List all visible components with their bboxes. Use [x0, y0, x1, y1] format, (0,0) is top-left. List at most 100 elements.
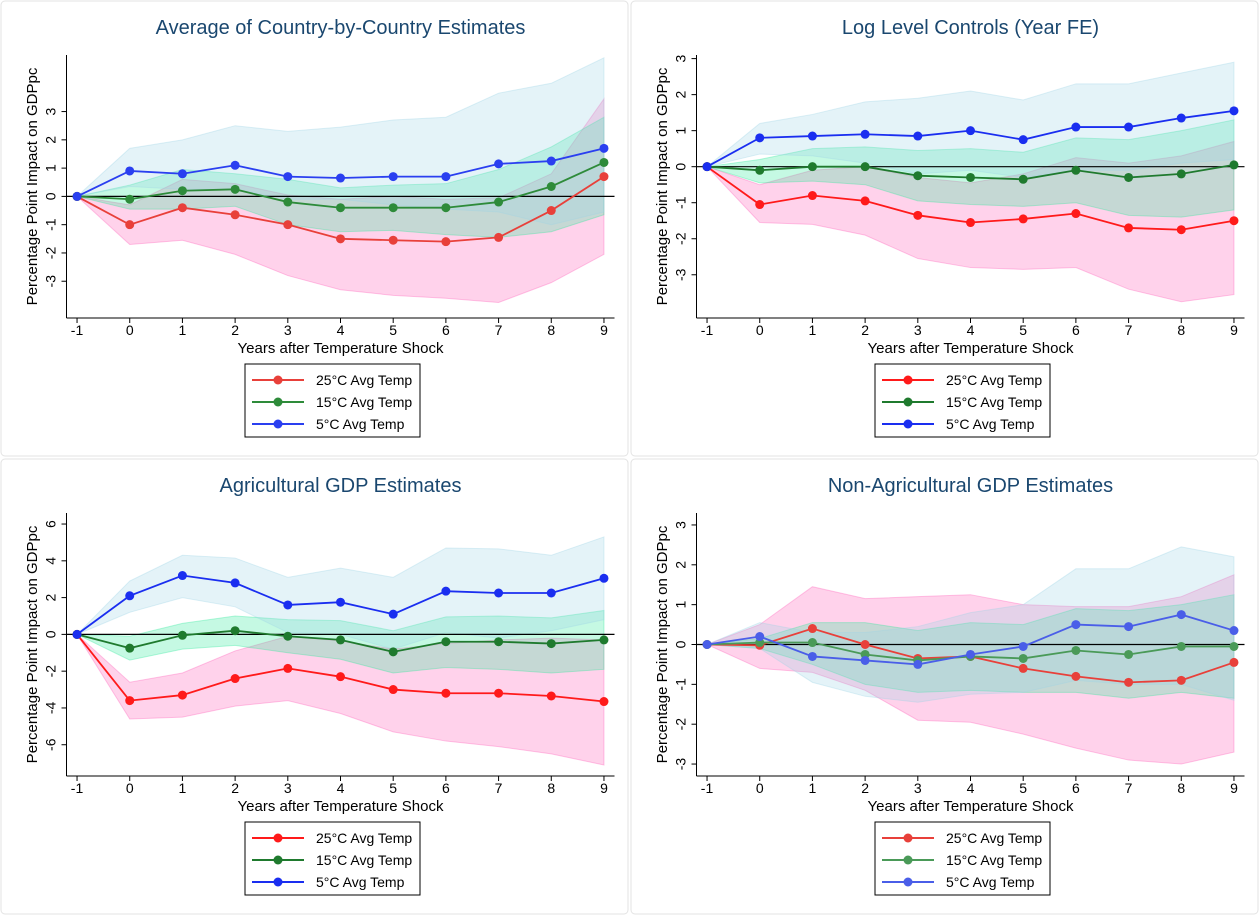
data-point	[494, 159, 504, 169]
x-tick-label: 5	[389, 322, 397, 338]
x-axis-label: Years after Temperature Shock	[238, 340, 444, 357]
data-point	[1124, 122, 1134, 132]
chart-title: Non-Agricultural GDP Estimates	[828, 475, 1113, 497]
legend-marker	[903, 397, 913, 407]
chart-title: Agricultural GDP Estimates	[220, 475, 462, 497]
data-point	[1176, 169, 1186, 179]
data-point	[1229, 160, 1239, 170]
data-point	[807, 191, 817, 201]
data-point	[336, 635, 345, 645]
data-point	[388, 647, 398, 657]
data-point	[1071, 620, 1081, 630]
legend-label: 15°C Avg Temp	[946, 394, 1042, 410]
data-point	[807, 131, 817, 141]
y-tick-label: 1	[673, 601, 689, 609]
x-tick-label: 4	[967, 780, 975, 796]
data-point	[283, 197, 293, 207]
data-point	[1124, 677, 1134, 687]
legend-marker	[273, 877, 283, 887]
x-tick-label: 6	[1072, 322, 1080, 338]
x-tick-label: 8	[547, 322, 555, 338]
data-point	[336, 203, 345, 213]
legend-marker	[273, 833, 283, 843]
x-tick-label: -1	[701, 780, 714, 796]
legend-marker	[273, 397, 283, 407]
data-point	[599, 573, 609, 583]
data-point	[441, 688, 451, 698]
chart-title: Log Level Controls (Year FE)	[842, 17, 1099, 39]
x-tick-label: 8	[1177, 322, 1185, 338]
legend-label: 5°C Avg Temp	[946, 874, 1035, 890]
y-tick-label: -3	[673, 268, 689, 281]
data-point	[230, 674, 240, 684]
data-point	[230, 160, 240, 170]
data-point	[913, 171, 923, 181]
data-point	[177, 186, 187, 196]
data-point	[125, 696, 135, 706]
data-point	[230, 210, 240, 220]
y-tick-label: 4	[43, 557, 59, 565]
data-point	[755, 632, 765, 642]
data-point	[1229, 657, 1239, 667]
x-tick-label: 2	[861, 780, 869, 796]
x-tick-label: 8	[547, 780, 555, 796]
data-point	[388, 203, 398, 213]
data-point	[546, 588, 556, 598]
y-tick-label: -2	[43, 247, 59, 260]
x-axis-label: Years after Temperature Shock	[238, 798, 444, 815]
panel-frame	[0, 458, 629, 915]
x-tick-label: -1	[701, 322, 714, 338]
data-point	[125, 643, 135, 653]
data-point	[546, 206, 556, 216]
data-point	[1018, 174, 1028, 184]
data-point	[860, 640, 870, 649]
data-point	[1071, 122, 1081, 132]
x-tick-label: 1	[809, 780, 817, 796]
data-point	[1071, 165, 1081, 175]
x-tick-label: 9	[600, 780, 608, 796]
x-tick-label: 2	[861, 322, 869, 338]
data-point	[177, 630, 187, 640]
y-tick-label: -1	[673, 678, 689, 691]
y-tick-label: 2	[43, 136, 59, 144]
x-tick-label: 3	[284, 322, 292, 338]
data-point	[1018, 663, 1028, 673]
data-point	[966, 172, 975, 182]
data-point	[599, 697, 609, 707]
data-point	[494, 688, 504, 698]
legend-marker	[903, 375, 913, 385]
data-point	[546, 639, 556, 649]
legend-marker	[903, 855, 913, 865]
y-tick-label: -1	[43, 218, 59, 231]
legend-marker	[903, 419, 913, 429]
legend-marker	[273, 375, 283, 385]
data-point	[1176, 675, 1186, 685]
data-point	[1018, 653, 1028, 663]
chart-panel: Non-Agricultural GDP Estimates -3 -2 -1 0 1 2 3…	[630, 458, 1259, 915]
x-tick-label: -1	[71, 780, 84, 796]
data-point	[860, 129, 870, 139]
legend-label: 25°C Avg Temp	[946, 830, 1042, 846]
data-point	[230, 626, 240, 636]
legend-label: 25°C Avg Temp	[316, 372, 412, 388]
panel-frame	[0, 0, 629, 457]
data-point	[230, 578, 240, 588]
y-tick-label: -6	[43, 738, 59, 751]
data-point	[546, 156, 556, 166]
x-tick-label: 3	[914, 780, 922, 796]
data-point	[1071, 209, 1081, 219]
data-point	[177, 203, 187, 213]
x-tick-label: 1	[809, 322, 817, 338]
x-tick-label: 1	[179, 780, 187, 796]
legend-marker	[273, 855, 283, 865]
x-axis-label: Years after Temperature Shock	[868, 798, 1074, 815]
data-point	[125, 591, 135, 601]
x-tick-label: 7	[495, 322, 503, 338]
x-tick-label: 6	[442, 780, 450, 796]
data-point	[72, 191, 82, 201]
data-point	[336, 234, 345, 244]
x-tick-label: 6	[442, 322, 450, 338]
x-tick-label: 5	[389, 780, 397, 796]
data-point	[1229, 106, 1239, 116]
